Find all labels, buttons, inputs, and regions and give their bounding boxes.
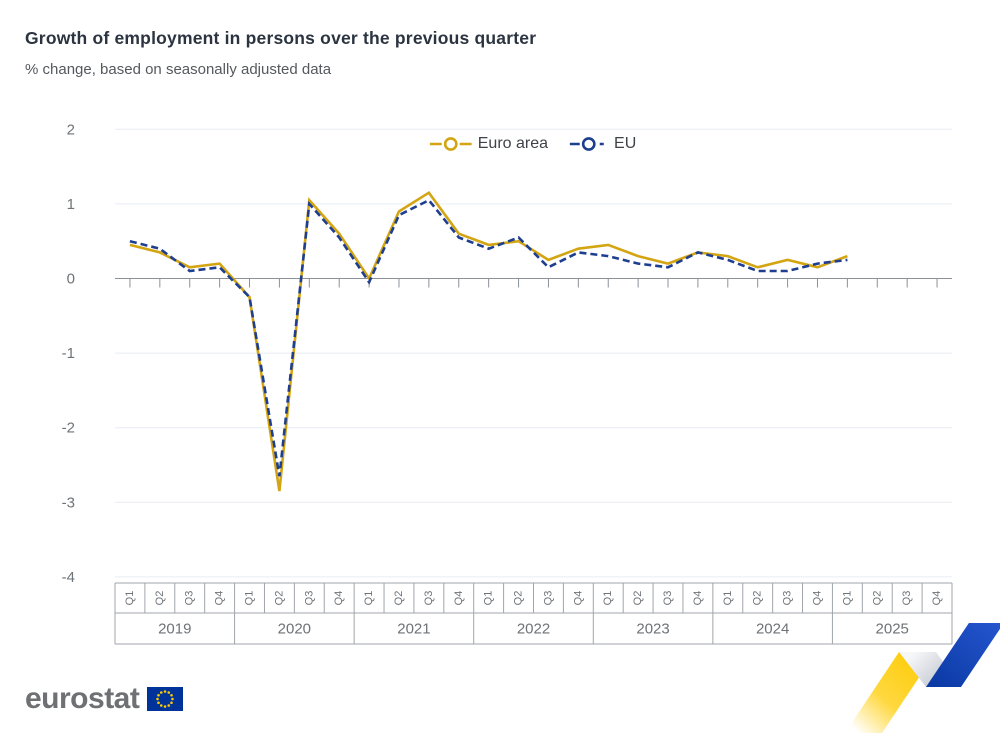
- eurostat-ribbon-graphic: [845, 623, 1000, 733]
- year-label: 2020: [278, 621, 311, 638]
- quarter-label: Q3: [662, 591, 674, 606]
- quarter-label: Q3: [901, 591, 913, 606]
- quarter-label: Q2: [273, 591, 285, 606]
- quarter-label: Q2: [393, 591, 405, 606]
- eurostat-logo-text: eurostat: [25, 682, 140, 715]
- flag-star: [167, 704, 171, 707]
- legend-label-euro-area: Euro area: [477, 135, 549, 152]
- year-label: 2023: [636, 621, 669, 638]
- quarter-label: Q3: [423, 591, 435, 606]
- year-label: 2024: [756, 621, 789, 638]
- flag-star: [160, 691, 163, 694]
- quarter-label: Q2: [513, 591, 525, 606]
- euro-area-line-marker-icon: [429, 137, 472, 151]
- quarter-label: Q4: [811, 591, 823, 606]
- page-title: Growth of employment in persons over the…: [25, 28, 537, 48]
- y-tick-label: 0: [67, 271, 75, 288]
- flag-star: [164, 705, 167, 708]
- page-subtitle: % change, based on seasonally adjusted d…: [25, 61, 332, 78]
- quarter-label: Q3: [184, 591, 196, 606]
- legend-label-eu: EU: [614, 135, 637, 152]
- quarter-label: Q3: [303, 591, 315, 606]
- quarter-label: Q2: [752, 591, 764, 606]
- series-line-eu[interactable]: [129, 198, 848, 477]
- chart-legend: Euro area EU: [429, 135, 636, 153]
- quarter-label: Q4: [931, 591, 943, 606]
- year-label: 2021: [397, 621, 430, 638]
- year-label: 2019: [158, 621, 191, 638]
- flag-star: [170, 693, 174, 697]
- legend-item-eu[interactable]: EU: [570, 135, 636, 153]
- year-label: 2022: [517, 621, 550, 638]
- quarter-label: Q1: [602, 591, 614, 606]
- ribbon-blue-band: [926, 623, 1000, 687]
- quarter-label: Q3: [782, 591, 794, 606]
- quarter-label: Q2: [871, 591, 883, 606]
- flag-star: [164, 690, 167, 693]
- quarter-label: Q2: [632, 591, 644, 606]
- quarter-label: Q1: [483, 591, 495, 606]
- quarter-label: Q4: [453, 591, 465, 606]
- y-tick-label: -1: [62, 345, 75, 362]
- quarter-label: Q4: [333, 591, 345, 606]
- quarter-label: Q4: [214, 591, 226, 606]
- y-tick-label: 1: [67, 196, 75, 213]
- quarter-label: Q4: [572, 591, 584, 606]
- flag-star: [157, 693, 161, 697]
- y-tick-label: -4: [62, 569, 75, 586]
- quarter-label: Q1: [722, 591, 734, 606]
- flag-star: [167, 691, 171, 694]
- quarter-label: Q1: [841, 591, 853, 606]
- quarter-label: Q2: [154, 591, 166, 606]
- y-tick-label: -2: [62, 420, 75, 437]
- y-tick-label: 2: [67, 121, 75, 138]
- eu-flag-icon: [147, 687, 184, 711]
- flag-star: [170, 701, 174, 705]
- quarter-label: Q4: [692, 591, 704, 606]
- flag-star: [156, 697, 160, 701]
- quarter-label: Q1: [124, 591, 136, 606]
- flag-star: [160, 704, 163, 707]
- ribbon-yellow-band: [845, 652, 936, 733]
- flag-star: [171, 697, 175, 701]
- y-tick-label: -3: [62, 494, 75, 511]
- flag-star: [157, 701, 161, 705]
- legend-item-euro-area[interactable]: Euro area: [429, 135, 549, 153]
- year-label: 2025: [876, 621, 909, 638]
- quarter-label: Q1: [244, 591, 256, 606]
- series-line-euro-area[interactable]: [129, 190, 848, 492]
- eu-dashed-line-marker-icon: [570, 137, 605, 151]
- eurostat-logo: eurostat: [25, 682, 184, 716]
- quarter-label: Q1: [363, 591, 375, 606]
- quarter-label: Q3: [542, 591, 554, 606]
